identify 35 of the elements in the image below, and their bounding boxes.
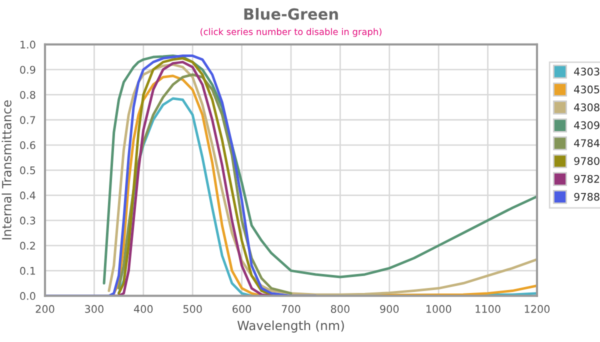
x-tick-label: 400: [134, 305, 153, 313]
y-tick-label: 0.9: [20, 66, 36, 74]
y-tick-label: 0.8: [20, 90, 36, 99]
x-tick-label: 700: [282, 305, 300, 313]
legend-label: 9788: [574, 192, 600, 201]
y-tick-label: 1.0: [20, 40, 36, 49]
x-tick-label: 300: [85, 305, 104, 313]
x-tick-label: 1100: [476, 305, 500, 313]
legend-label: 4305: [574, 86, 600, 94]
chart-title: Blue-Green: [244, 8, 338, 20]
x-tick-label: 900: [380, 305, 399, 313]
x-axis-title: Wavelength (nm): [237, 320, 344, 333]
legend-label: 9780: [574, 157, 600, 165]
x-tick-label: 1200: [524, 305, 550, 313]
y-tick-label: 0.4: [20, 192, 36, 200]
y-tick-label: 0.3: [20, 216, 36, 225]
y-tick-label: 0.5: [20, 166, 36, 174]
y-tick-label: 0.1: [20, 266, 36, 275]
legend-label: 9782: [574, 174, 600, 183]
y-axis-title: Internal Transmittance: [2, 100, 12, 240]
y-tick-label: 0.7: [20, 116, 36, 124]
legend-label: 4303: [574, 68, 600, 76]
y-tick-label: 0.0: [20, 292, 36, 300]
legend-label: 4308: [574, 103, 600, 112]
x-tick-label: 600: [232, 305, 252, 313]
x-tick-label: 800: [330, 305, 350, 313]
chart-subtitle: (click series number to disable in graph): [200, 28, 382, 37]
legend-label: 4309: [574, 121, 600, 130]
x-tick-label: 1000: [426, 305, 452, 313]
legend-label: 4784: [574, 139, 600, 148]
x-tick-label: 500: [183, 305, 202, 313]
x-tick-label: 200: [36, 305, 54, 313]
y-tick-label: 0.2: [20, 242, 35, 250]
y-tick-label: 0.6: [20, 141, 36, 150]
line-series: [45, 54, 317, 296]
